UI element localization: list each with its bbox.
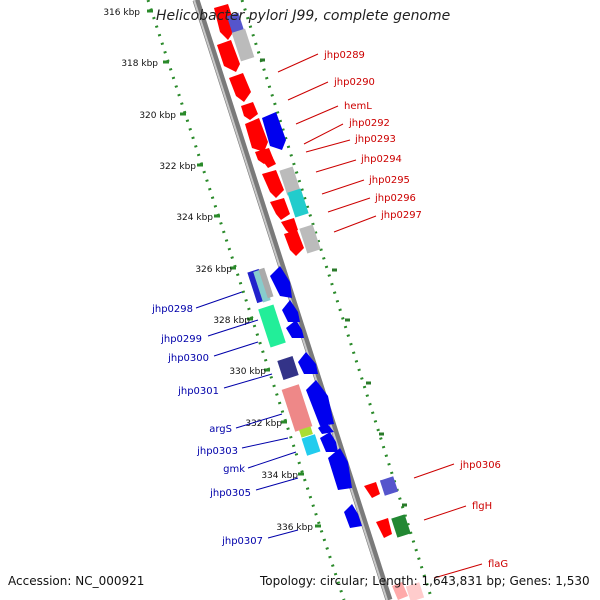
genes-text: Genes: 1,530 (509, 574, 590, 588)
gene-arrow[interactable] (364, 482, 380, 498)
gene-label[interactable]: gmk (223, 464, 245, 475)
gene-label[interactable]: jhp0298 (151, 304, 193, 315)
gene-label[interactable]: jhp0301 (177, 386, 219, 397)
tick-label: 336 kbp (276, 523, 313, 533)
stats-separator: ; (364, 574, 373, 588)
outer-track-ticks (260, 58, 407, 507)
tick-label: 330 kbp (229, 367, 266, 377)
stats-separator: ; (501, 574, 510, 588)
inner-dotted-track (146, 0, 346, 600)
gene-label[interactable]: jhp0300 (167, 353, 209, 364)
tick-label: 332 kbp (245, 419, 282, 429)
tick-328: 328 kbp (213, 316, 253, 326)
gene-arrow[interactable] (320, 432, 338, 452)
gene-block[interactable] (301, 434, 321, 456)
gene-arrow[interactable] (270, 198, 290, 220)
gene-block[interactable] (231, 28, 255, 62)
tick-320: 320 kbp (139, 111, 186, 121)
gene-block[interactable] (299, 224, 321, 254)
gene-block[interactable] (258, 304, 286, 348)
tick-label: 322 kbp (159, 162, 196, 172)
tick-label: 334 kbp (261, 471, 298, 481)
gene-label[interactable]: jhp0290 (333, 77, 375, 88)
gene-label[interactable]: flgH (472, 501, 492, 512)
tick-336: 336 kbp (276, 523, 321, 533)
tick-label: 324 kbp (176, 213, 213, 223)
topology-text: Topology: circular (260, 574, 365, 588)
gene-block[interactable] (405, 582, 425, 600)
tick-334: 334 kbp (261, 471, 304, 481)
tick-326: 326 kbp (195, 265, 236, 275)
right-gene-labels: jhp0289 jhp0290 hemL jhp0292 jhp0293 jhp… (277, 50, 508, 579)
tick-label: 326 kbp (195, 265, 232, 275)
gene-arrow[interactable] (318, 422, 334, 434)
gene-arrow[interactable] (328, 448, 352, 490)
gene-label[interactable]: hemL (344, 101, 372, 112)
gene-block[interactable] (281, 384, 313, 432)
gene-arrow[interactable] (217, 40, 240, 72)
gene-arrow[interactable] (245, 118, 268, 152)
tick-318: 318 kbp (121, 59, 169, 69)
gene-label[interactable]: jhp0289 (323, 50, 365, 61)
gene-label[interactable]: jhp0305 (209, 488, 251, 499)
genome-stats: Topology: circular; Length: 1,643,831 bp… (260, 574, 590, 588)
tick-label: 320 kbp (139, 111, 176, 121)
gene-arrow[interactable] (262, 112, 286, 150)
gene-block[interactable] (391, 514, 411, 538)
gene-arrow[interactable] (281, 218, 298, 234)
accession-label: Accession: NC_000921 (8, 574, 145, 588)
tick-label: 328 kbp (213, 316, 250, 326)
gene-block[interactable] (253, 269, 271, 303)
genome-backbone-highlight (193, 0, 388, 600)
gene-label[interactable]: jhp0307 (221, 536, 263, 547)
gene-block[interactable] (379, 476, 399, 496)
tick-316: 316 kbp (103, 8, 153, 18)
tick-330: 330 kbp (229, 367, 270, 377)
gene-block[interactable] (258, 267, 274, 299)
gene-block[interactable] (299, 426, 313, 438)
gene-label[interactable]: jhp0299 (160, 334, 202, 345)
tick-label: 318 kbp (121, 59, 158, 69)
genome-backbone (192, 0, 393, 600)
gene-arrow[interactable] (376, 518, 392, 538)
tick-322: 322 kbp (159, 162, 203, 172)
gene-arrow[interactable] (241, 102, 258, 120)
gene-label[interactable]: jhp0296 (374, 193, 416, 204)
gene-arrow[interactable] (344, 504, 362, 528)
tick-label: 316 kbp (103, 8, 140, 18)
gene-label[interactable]: jhp0292 (348, 118, 390, 129)
gene-block[interactable] (287, 188, 309, 218)
gene-arrow[interactable] (262, 156, 276, 168)
gene-label[interactable]: jhp0297 (380, 210, 422, 221)
gene-arrow[interactable] (262, 170, 284, 198)
gene-features (214, 4, 425, 600)
gene-arrow[interactable] (286, 320, 304, 338)
left-gene-labels: jhp0298 jhp0299 jhp0300 jhp0301 argS jhp… (151, 291, 299, 547)
gene-arrow[interactable] (306, 380, 334, 426)
gene-label[interactable]: argS (209, 424, 232, 435)
gene-label[interactable]: jhp0295 (368, 175, 410, 186)
gene-arrow[interactable] (392, 582, 408, 600)
gene-arrow[interactable] (298, 352, 318, 374)
tick-324: 324 kbp (176, 213, 220, 223)
gene-block[interactable] (277, 356, 299, 380)
gene-label[interactable]: jhp0294 (360, 154, 402, 165)
gene-arrow[interactable] (214, 4, 236, 40)
gene-arrow[interactable] (284, 230, 304, 256)
gene-label[interactable]: flaG (488, 559, 508, 570)
gene-label[interactable]: jhp0303 (196, 446, 238, 457)
gene-label[interactable]: jhp0306 (459, 460, 501, 471)
gene-arrow[interactable] (270, 266, 292, 298)
map-title: Helicobacter pylori J99, complete genome (156, 8, 451, 24)
gene-arrow[interactable] (282, 300, 300, 322)
tick-332: 332 kbp (245, 419, 287, 429)
gene-label[interactable]: jhp0293 (354, 134, 396, 145)
gene-arrow[interactable] (229, 73, 251, 102)
gene-block[interactable] (279, 166, 301, 196)
length-text: Length: 1,643,831 bp (372, 574, 502, 588)
